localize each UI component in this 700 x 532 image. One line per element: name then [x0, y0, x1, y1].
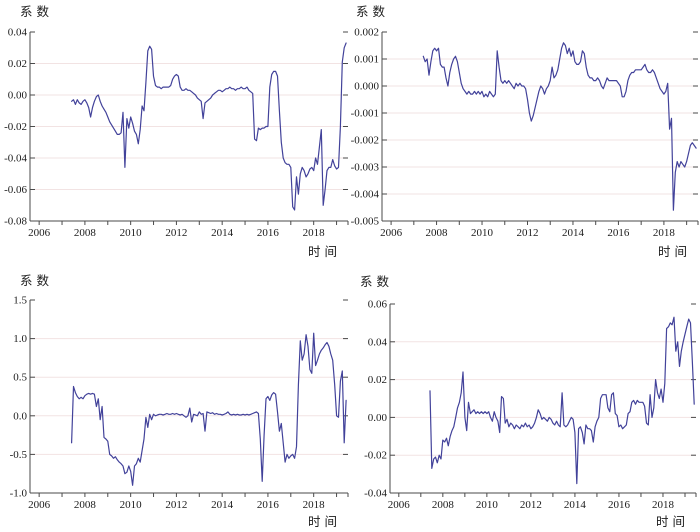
series-line	[70, 42, 347, 211]
x-tick-label: 2012	[165, 227, 187, 239]
y-axis-title: 系数	[356, 4, 389, 19]
y-axis-title: 系数	[20, 4, 53, 19]
x-tick-label: 2010	[120, 227, 143, 239]
x-tick-label: 2014	[211, 499, 234, 511]
x-tick-label: 2014	[562, 227, 585, 239]
y-tick-label: -0.04	[364, 488, 387, 500]
x-tick-label: 2018	[653, 227, 676, 239]
chart-canvas-top-right: 0.002 0.001 0.000 -0.001 -0.002 -0.003 -0.004 -…	[351, 4, 699, 259]
y-tick-label: 0.02	[368, 374, 387, 386]
chart-panel-top-right: 0.002 0.001 0.000 -0.001 -0.002 -0.003 -0.004 -…	[350, 0, 700, 266]
x-tick-label: 2018	[652, 499, 675, 511]
y-tick-label: 0.002	[354, 27, 379, 39]
y-tick-label: -0.02	[4, 121, 27, 133]
y-tick-label: 0.001	[354, 54, 379, 66]
x-tick-label: 2012	[516, 227, 538, 239]
y-tick-label: -0.06	[4, 184, 27, 196]
y-tick-label: -0.04	[4, 153, 27, 165]
x-axis-title: 时间	[656, 515, 689, 529]
chart-panel-bottom-right: 0.06 0.04 0.02 0.00 -0.02 -0.04 2006 2008 2010 20…	[350, 266, 700, 532]
x-axis-title: 时间	[308, 515, 341, 529]
y-tick-label: 0.0	[13, 410, 27, 422]
x-tick-label: 2008	[426, 227, 449, 239]
x-tick-label: 2010	[120, 499, 143, 511]
y-tick-label: 0.04	[8, 27, 28, 39]
y-tick-label: -0.08	[4, 216, 27, 228]
y-tick-label: 0.5	[13, 372, 27, 384]
series-line	[70, 332, 347, 486]
x-tick-label: 2014	[564, 499, 587, 511]
x-tick-label: 2016	[607, 227, 630, 239]
y-tick-label: -0.005	[351, 216, 380, 228]
y-tick-label: 0.00	[368, 412, 388, 424]
y-tick-label: -0.004	[351, 189, 380, 201]
series-line	[422, 42, 697, 211]
x-tick-label: 2008	[74, 499, 97, 511]
y-tick-label: -1.0	[10, 488, 28, 500]
x-axis-title: 时间	[308, 245, 341, 259]
y-tick-label: 1.5	[13, 295, 27, 307]
x-tick-label: 2012	[165, 499, 187, 511]
x-tick-label: 2018	[303, 227, 326, 239]
x-tick-label: 2008	[432, 499, 455, 511]
x-tick-label: 2010	[476, 499, 499, 511]
x-tick-label: 2016	[257, 227, 280, 239]
y-tick-label: 0.04	[368, 336, 388, 348]
chart-panel-bottom-left: 1.5 1.0 0.5 0.0 -0.5 -1.0 2006 2008 2010 2012 2014…	[0, 266, 350, 532]
y-axis-title: 系数	[20, 273, 53, 288]
y-tick-label: 0.000	[354, 81, 379, 93]
y-tick-label: 0.00	[8, 90, 28, 102]
chart-panel-top-left: 0.04 0.02 0.00 -0.02 -0.04 -0.06 -0.08 2006 2008…	[0, 0, 350, 266]
x-tick-label: 2016	[608, 499, 631, 511]
y-tick-label: 0.02	[8, 58, 27, 70]
y-tick-label: -0.002	[351, 135, 379, 147]
x-tick-label: 2006	[28, 499, 51, 511]
x-tick-label: 2018	[303, 499, 326, 511]
y-tick-label: 1.0	[13, 333, 27, 345]
y-tick-label: 0.06	[368, 299, 388, 311]
x-tick-label: 2012	[520, 499, 542, 511]
y-axis-title: 系数	[360, 274, 393, 289]
x-tick-label: 2016	[257, 499, 280, 511]
x-axis-title: 时间	[658, 245, 691, 259]
y-tick-label: -0.001	[351, 108, 379, 120]
y-tick-label: -0.02	[364, 450, 387, 462]
x-tick-label: 2006	[28, 227, 51, 239]
series-line	[429, 316, 695, 485]
x-tick-label: 2008	[74, 227, 97, 239]
x-tick-label: 2010	[471, 227, 494, 239]
x-tick-label: 2006	[388, 499, 411, 511]
y-tick-label: -0.003	[351, 162, 380, 174]
x-tick-label: 2014	[211, 227, 234, 239]
y-tick-label: -0.5	[10, 449, 28, 461]
x-tick-label: 2006	[380, 227, 403, 239]
